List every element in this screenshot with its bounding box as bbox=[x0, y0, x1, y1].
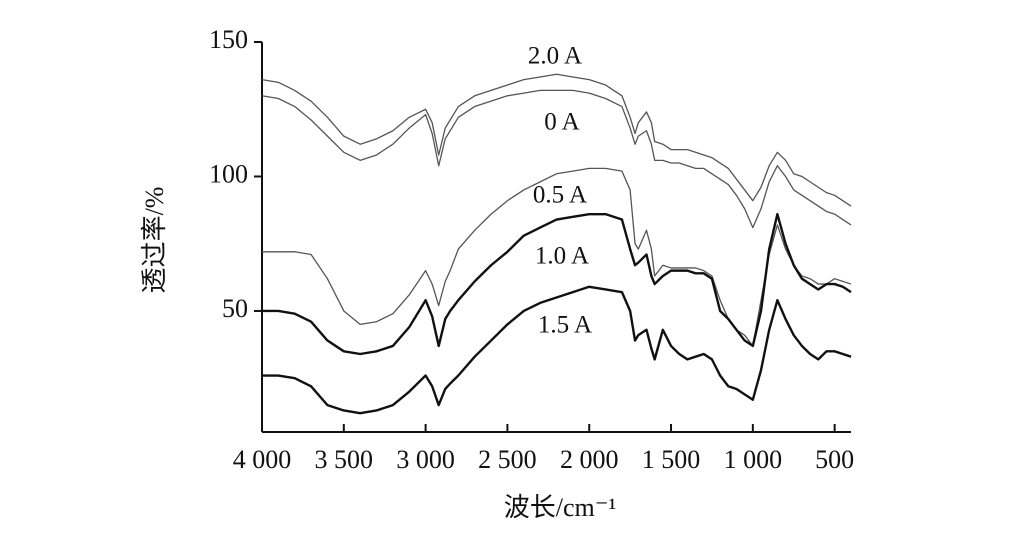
series-label: 1.5 A bbox=[538, 312, 592, 339]
x-tick-label: 1 500 bbox=[642, 445, 701, 474]
y-tick-label: 150 bbox=[209, 25, 248, 54]
series-line bbox=[262, 212, 852, 356]
x-tick-label: 3 000 bbox=[396, 445, 455, 474]
y-axis-title: 透过率/% bbox=[140, 187, 169, 294]
series-label: 0.5 A bbox=[533, 182, 587, 209]
x-tick-label: 3 500 bbox=[315, 445, 374, 474]
series-line bbox=[262, 167, 852, 347]
x-axis-title: 波长/cm⁻¹ bbox=[504, 493, 617, 522]
x-tick-label: 4 000 bbox=[233, 445, 292, 474]
series-line bbox=[261, 73, 852, 207]
series-label: 1.0 A bbox=[535, 243, 589, 270]
series-line bbox=[262, 285, 852, 415]
x-tick-label: 500 bbox=[815, 445, 854, 474]
y-tick-label: 50 bbox=[222, 294, 248, 323]
x-tick-label: 2 000 bbox=[560, 445, 619, 474]
series-label: 0 A bbox=[544, 109, 579, 136]
y-tick-label: 100 bbox=[209, 159, 248, 188]
series-line bbox=[261, 89, 852, 229]
x-tick-label: 2 500 bbox=[478, 445, 537, 474]
series-label: 2.0 A bbox=[528, 43, 582, 70]
x-tick-label: 1 000 bbox=[724, 445, 783, 474]
